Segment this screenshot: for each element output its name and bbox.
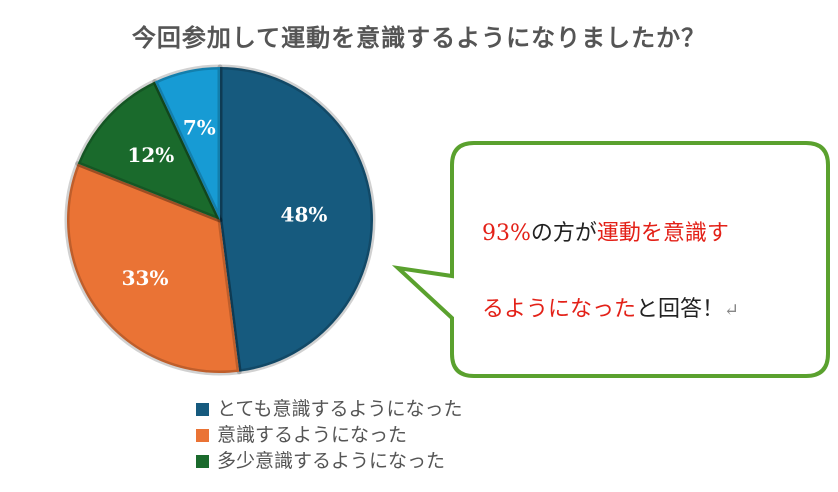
- legend-item: とても意識するようになった: [196, 396, 462, 422]
- callout-highlight: るようになった: [482, 297, 637, 322]
- callout-line-1: 93%の方が運動を意識す: [482, 196, 802, 272]
- legend-item: 多少意識するようになった: [196, 448, 462, 474]
- pie-slice: [152, 64, 223, 223]
- chart-title: 今回参加して運動を意識するようになりましたか？: [131, 23, 707, 52]
- chart-legend: とても意識するようになった 意識するようになった 多少意識するようになった: [196, 396, 462, 474]
- callout-bubble: [391, 141, 830, 378]
- pie-slice: [217, 64, 376, 375]
- pie-slice: [64, 161, 242, 376]
- pie-labels: 48% 33% 12% 7%: [122, 115, 328, 290]
- legend-label: とても意識するようになった: [217, 398, 463, 420]
- legend-swatch: [196, 402, 209, 416]
- pie-slices: [64, 64, 376, 376]
- legend-swatch: [196, 454, 209, 468]
- callout-text: 93%の方が運動を意識す るようになったと回答！↵: [482, 196, 802, 349]
- pie-slice-label: 33%: [122, 266, 169, 290]
- callout-percent: 93%: [482, 221, 531, 246]
- callout-text-segment: と回答！: [636, 297, 725, 322]
- return-mark-icon: ↵: [724, 300, 740, 321]
- pie-slice-label: 48%: [281, 203, 328, 227]
- legend-label: 意識するようになった: [217, 424, 408, 446]
- legend-swatch: [196, 428, 209, 442]
- callout-text-segment: の方が: [530, 221, 597, 246]
- pie-slice-label: 7%: [183, 115, 216, 139]
- pie-slice-label: 12%: [127, 143, 174, 167]
- legend-label: 多少意識するようになった: [217, 450, 446, 472]
- callout-line-2: るようになったと回答！↵: [482, 272, 802, 349]
- callout-highlight: 運動を意識す: [596, 221, 729, 246]
- pie-slice: [75, 79, 223, 223]
- legend-item: 意識するようになった: [196, 422, 462, 448]
